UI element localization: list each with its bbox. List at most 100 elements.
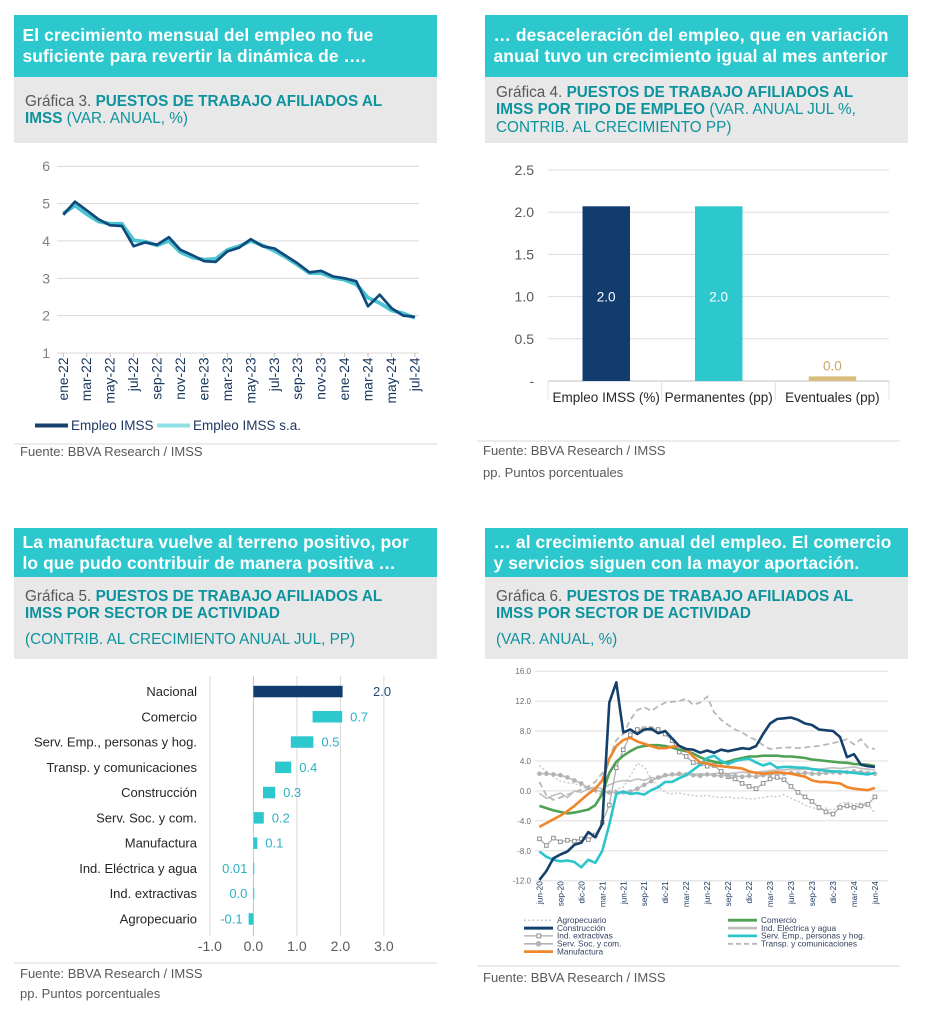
svg-text:Empleo IMSS: Empleo IMSS [71, 418, 154, 433]
svg-text:Nacional: Nacional [146, 684, 197, 699]
svg-text:jun-23: jun-23 [787, 881, 796, 905]
svg-text:Serv. Soc. y com.: Serv. Soc. y com. [96, 810, 197, 825]
svg-text:Permanentes (pp): Permanentes (pp) [665, 390, 773, 405]
svg-text:-1.0: -1.0 [198, 938, 222, 954]
svg-text:may-22: may-22 [103, 358, 118, 404]
svg-text:2.0: 2.0 [709, 290, 728, 305]
svg-text:6: 6 [42, 158, 50, 174]
svg-text:-4.0: -4.0 [517, 817, 531, 826]
svg-text:jun-21: jun-21 [619, 881, 628, 905]
svg-text:1.5: 1.5 [515, 246, 535, 262]
svg-text:Fuente: BBVA Research / IMSS: Fuente: BBVA Research / IMSS [483, 970, 666, 985]
svg-text:16.0: 16.0 [515, 667, 531, 676]
svg-text:4: 4 [42, 233, 50, 249]
svg-text:0.7: 0.7 [350, 709, 368, 724]
svg-text:0.3: 0.3 [283, 785, 301, 800]
svg-text:Transp. y comunicaciones: Transp. y comunicaciones [761, 939, 857, 949]
svg-text:Eventuales (pp): Eventuales (pp) [785, 390, 880, 405]
svg-text:Fuente: BBVA Research / IMSS: Fuente: BBVA Research / IMSS [483, 443, 666, 458]
svg-text:-0.1: -0.1 [220, 911, 242, 926]
svg-text:Serv. Emp., personas y hog.: Serv. Emp., personas y hog. [34, 735, 197, 750]
svg-text:4.0: 4.0 [520, 757, 532, 766]
svg-text:sep-23: sep-23 [290, 357, 305, 400]
svg-text:sep-21: sep-21 [640, 881, 649, 906]
svg-text:jun-24: jun-24 [871, 881, 880, 905]
svg-text:0.2: 0.2 [272, 810, 290, 825]
svg-text:Empleo IMSS s.a.: Empleo IMSS s.a. [193, 418, 301, 433]
svg-text:dic-21: dic-21 [661, 881, 670, 904]
svg-text:0.5: 0.5 [321, 735, 339, 750]
svg-text:Fuente: BBVA Research / IMSS: Fuente: BBVA Research / IMSS [20, 966, 203, 981]
svg-text:0.0: 0.0 [520, 787, 532, 796]
svg-text:sep-20: sep-20 [556, 881, 565, 906]
svg-text:Empleo IMSS (%): Empleo IMSS (%) [553, 390, 660, 405]
svg-text:Agropecuario: Agropecuario [120, 911, 197, 926]
svg-text:Ind. extractivas: Ind. extractivas [110, 886, 198, 901]
svg-text:0.4: 0.4 [299, 760, 317, 775]
svg-text:mar-22: mar-22 [79, 358, 94, 402]
svg-text:may-24: may-24 [384, 357, 399, 403]
svg-text:Serv. Soc. y com.: Serv. Soc. y com. [557, 939, 621, 949]
svg-text:jul-23: jul-23 [267, 357, 282, 392]
svg-text:ene-24: ene-24 [337, 357, 352, 400]
svg-text:0.0: 0.0 [229, 886, 247, 901]
svg-text:Manufactura: Manufactura [557, 946, 604, 956]
svg-text:jun-20: jun-20 [535, 881, 544, 905]
svg-text:2.0: 2.0 [515, 204, 535, 220]
svg-text:Fuente: BBVA Research / IMSS: Fuente: BBVA Research / IMSS [20, 444, 203, 459]
svg-text:ene-22: ene-22 [56, 358, 71, 401]
svg-text:Construcción: Construcción [557, 923, 606, 933]
svg-text:2.0: 2.0 [331, 938, 351, 954]
svg-text:3.0: 3.0 [374, 938, 394, 954]
svg-text:jul-22: jul-22 [126, 358, 141, 393]
svg-text:mar-22: mar-22 [682, 881, 691, 907]
svg-text:mar-23: mar-23 [220, 357, 235, 401]
svg-text:1.0: 1.0 [287, 938, 307, 954]
svg-text:Manufactura: Manufactura [125, 836, 198, 851]
svg-text:5: 5 [42, 196, 50, 212]
svg-text:Agropecuario: Agropecuario [557, 915, 607, 925]
svg-text:may-23: may-23 [243, 357, 258, 403]
svg-text:sep-22: sep-22 [150, 358, 165, 400]
svg-text:mar-23: mar-23 [766, 881, 775, 907]
svg-text:3: 3 [42, 270, 50, 286]
svg-text:0.1: 0.1 [265, 836, 283, 851]
svg-text:1: 1 [42, 345, 50, 361]
svg-text:12.0: 12.0 [515, 697, 531, 706]
svg-text:Ind. Eléctrica y agua: Ind. Eléctrica y agua [761, 923, 837, 933]
svg-text:dic-23: dic-23 [829, 881, 838, 904]
svg-text:dic-22: dic-22 [745, 881, 754, 904]
svg-text:Transp. y comunicaciones: Transp. y comunicaciones [46, 760, 197, 775]
svg-text:Construcción: Construcción [121, 785, 197, 800]
svg-text:0.01: 0.01 [222, 861, 247, 876]
svg-text:1.0: 1.0 [515, 289, 535, 305]
svg-text:0.5: 0.5 [515, 331, 535, 347]
svg-text:ene-23: ene-23 [196, 357, 211, 400]
svg-text:pp. Puntos porcentuales: pp. Puntos porcentuales [483, 465, 624, 480]
svg-text:-: - [529, 373, 534, 389]
svg-text:dic-20: dic-20 [577, 881, 586, 904]
svg-text:Ind. extractivas: Ind. extractivas [557, 931, 613, 941]
svg-text:0.0: 0.0 [823, 358, 842, 373]
svg-text:sep-23: sep-23 [808, 881, 817, 906]
svg-text:Comercio: Comercio [761, 915, 797, 925]
svg-text:pp. Puntos porcentuales: pp. Puntos porcentuales [20, 986, 161, 1001]
svg-text:Ind. Eléctrica y agua: Ind. Eléctrica y agua [79, 861, 198, 876]
svg-text:Comercio: Comercio [141, 709, 197, 724]
svg-text:jul-24: jul-24 [407, 357, 422, 392]
svg-text:mar-21: mar-21 [598, 881, 607, 907]
svg-text:2.5: 2.5 [515, 162, 535, 178]
svg-text:8.0: 8.0 [520, 727, 532, 736]
svg-text:-8.0: -8.0 [517, 847, 531, 856]
svg-text:0.0: 0.0 [244, 938, 264, 954]
svg-text:2.0: 2.0 [597, 290, 616, 305]
svg-text:-12.0: -12.0 [513, 877, 532, 886]
svg-text:mar-24: mar-24 [361, 357, 376, 401]
svg-text:Serv. Emp., personas y hog.: Serv. Emp., personas y hog. [761, 931, 865, 941]
svg-text:sep-22: sep-22 [724, 881, 733, 906]
svg-text:mar-24: mar-24 [850, 881, 859, 907]
svg-text:nov-22: nov-22 [173, 358, 188, 400]
svg-text:jun-22: jun-22 [703, 881, 712, 905]
svg-text:nov-23: nov-23 [314, 357, 329, 400]
svg-text:2: 2 [42, 308, 50, 324]
